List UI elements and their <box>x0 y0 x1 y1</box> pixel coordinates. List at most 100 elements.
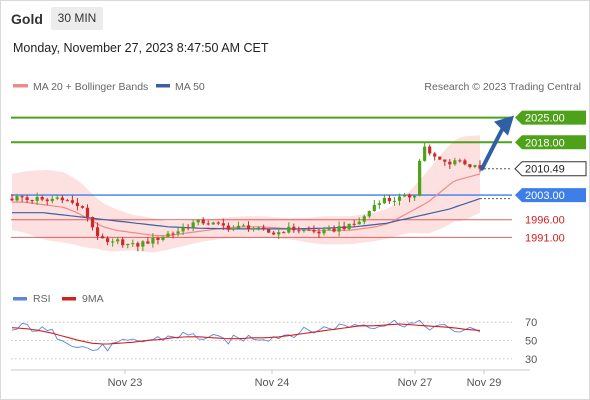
candle-body <box>256 227 261 229</box>
last-price-label: 2010.49 <box>525 164 565 176</box>
level-tag-2 <box>515 188 586 203</box>
candle-body <box>448 161 452 165</box>
candle-body <box>342 226 346 230</box>
ma20-line <box>12 173 481 237</box>
candle-body <box>372 204 376 212</box>
level-label-4: 1991.00 <box>525 232 565 244</box>
candle-body <box>35 197 39 201</box>
candle-body <box>246 225 251 230</box>
candle-body <box>473 165 477 168</box>
candle-body <box>80 206 85 208</box>
x-tick-label-2: Nov 27 <box>398 377 433 389</box>
price-markers: 2010.49 <box>480 115 587 200</box>
ma50-legend-label: MA 50 <box>175 81 205 93</box>
candle-body <box>267 229 271 233</box>
x-tick-label-3: Nov 29 <box>467 377 502 389</box>
candle-body <box>317 231 321 234</box>
candle-body <box>387 197 392 202</box>
candle-body <box>352 223 356 225</box>
candle-body <box>241 225 246 227</box>
level-label-2: 2003.00 <box>525 190 565 202</box>
candle-body <box>40 197 44 200</box>
candle-body <box>75 202 80 207</box>
candle-body <box>453 160 457 165</box>
candles <box>10 142 482 252</box>
projection-arrow-head <box>494 115 514 136</box>
candle-body <box>463 160 467 165</box>
candle-body <box>186 227 190 229</box>
candle-body <box>322 229 326 234</box>
candle-body <box>282 232 286 234</box>
candle-body <box>60 197 64 201</box>
candle-body <box>407 194 412 198</box>
candle-body <box>151 237 155 244</box>
candle-body <box>423 146 427 161</box>
rsi-level-label-2: 30 <box>525 354 537 366</box>
candle-body <box>292 226 296 231</box>
candle-body <box>146 241 150 244</box>
candle-body <box>312 230 316 232</box>
rsi-level-label-0: 70 <box>525 317 537 329</box>
candle-body <box>418 160 422 196</box>
candle-body <box>433 153 437 157</box>
moving-averages <box>12 173 481 237</box>
rsi-panel: 70 50 30 <box>11 317 537 366</box>
candle-body <box>236 225 241 229</box>
candle-body <box>206 223 210 225</box>
candle-body <box>211 222 215 225</box>
candle-body <box>126 243 130 246</box>
candle-body <box>100 236 105 239</box>
candle-body <box>221 223 225 226</box>
candle-body <box>10 198 14 201</box>
candle-body <box>121 239 125 246</box>
candle-body <box>332 228 336 232</box>
candle-body <box>201 219 205 224</box>
candle-body <box>176 231 180 234</box>
rsi-legend-swatch <box>13 297 27 301</box>
candle-body <box>428 146 432 154</box>
candle-body <box>196 219 200 223</box>
level-tag-1 <box>515 135 586 150</box>
candle-body <box>262 227 266 230</box>
candle-body <box>402 194 407 197</box>
level-label-0: 2025.00 <box>525 113 565 125</box>
candle-body <box>392 200 397 202</box>
candle-body <box>337 226 341 232</box>
candle-body <box>116 239 120 242</box>
candle-body <box>55 197 59 199</box>
levels: 2025.00 2018.00 2003.00 1996.00 1991.00 <box>11 110 586 244</box>
candle-body <box>20 196 24 198</box>
candle-body <box>287 226 291 233</box>
datetime-label: Monday, November 27, 2023 8:47:50 AM CET <box>13 41 269 55</box>
candle-body <box>277 232 281 235</box>
bollinger-band <box>12 135 480 253</box>
candle-body <box>131 243 135 245</box>
credit-label: Research © 2023 Trading Central <box>424 81 581 93</box>
candle-body <box>156 237 160 240</box>
candle-body <box>272 232 276 235</box>
candle-body <box>302 229 306 232</box>
candle-body <box>191 222 195 228</box>
candle-body <box>231 228 236 230</box>
x-tick-label-1: Nov 24 <box>255 377 290 389</box>
candle-body <box>377 203 381 205</box>
candle-body <box>478 165 482 169</box>
candle-body <box>30 200 34 202</box>
candle-body <box>70 200 74 203</box>
timeframe-button[interactable]: 30 MIN <box>51 7 103 30</box>
level-label-1: 2018.00 <box>525 137 565 149</box>
candle-body <box>65 200 69 202</box>
candle-body <box>327 228 331 230</box>
x-tick-label-0: Nov 23 <box>108 377 143 389</box>
candle-body <box>443 159 447 162</box>
candle-body <box>216 222 220 224</box>
candle-body <box>111 241 115 243</box>
candle-body <box>106 238 110 242</box>
candle-body <box>50 198 54 202</box>
candle-body <box>171 233 175 235</box>
candle-body <box>161 236 165 240</box>
candle-body <box>95 227 100 237</box>
level-tag-0 <box>515 110 586 125</box>
candle-body <box>226 225 230 230</box>
